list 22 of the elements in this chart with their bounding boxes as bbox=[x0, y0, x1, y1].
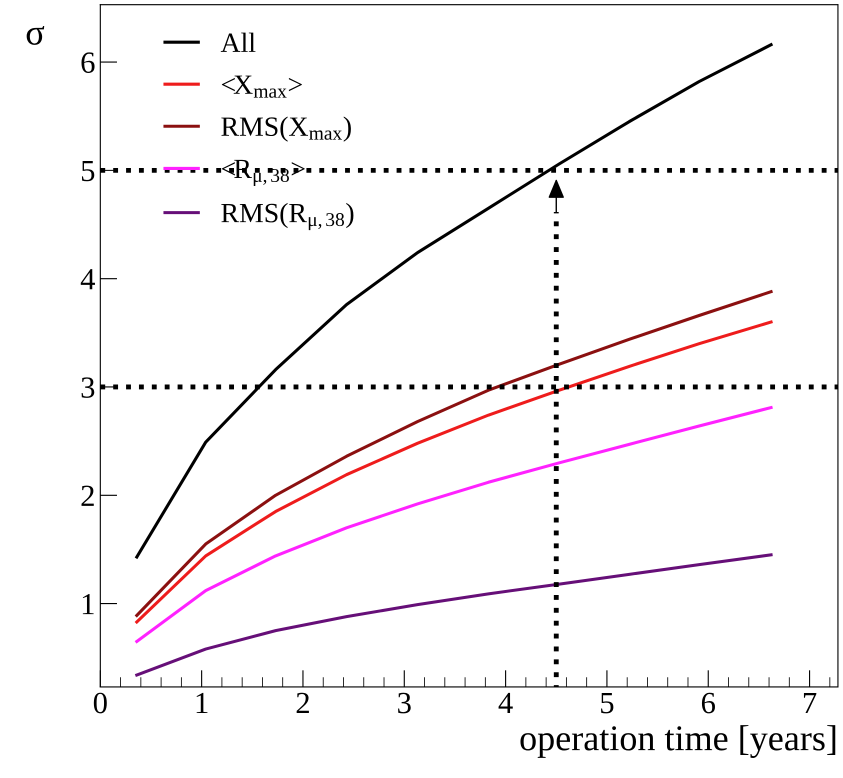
x-tick-label: 3 bbox=[398, 692, 411, 714]
x-tick-label: 4 bbox=[498, 692, 513, 714]
x-tick-label: 6 bbox=[702, 692, 715, 714]
legend-label: RMS(R$_{μ,38}$) bbox=[221, 202, 354, 230]
y-axis-title: σ bbox=[26, 26, 44, 45]
y-tick-label: 2 bbox=[82, 486, 94, 506]
y-tick-label: 6 bbox=[81, 52, 95, 73]
y-tick-label: 3 bbox=[82, 377, 94, 398]
y-tick-label: 5 bbox=[82, 160, 94, 182]
legend-label: RMS(X$_{max}$) bbox=[221, 116, 351, 142]
legend-label: <X$_{max}$> bbox=[222, 76, 302, 98]
x-tick-label: 0 bbox=[94, 692, 107, 714]
x-tick-label: 7 bbox=[804, 693, 816, 714]
x-axis-title: operation time [years] bbox=[520, 725, 836, 758]
x-tick-label: 2 bbox=[296, 692, 309, 714]
y-tick-label: 1 bbox=[82, 594, 94, 614]
legend-label: All bbox=[220, 32, 256, 52]
y-tick-label: 4 bbox=[80, 269, 95, 290]
x-tick-label: 1 bbox=[196, 692, 208, 714]
line-series bbox=[135, 553, 773, 677]
x-tick-label: 5 bbox=[601, 693, 614, 714]
line-series bbox=[135, 406, 773, 644]
